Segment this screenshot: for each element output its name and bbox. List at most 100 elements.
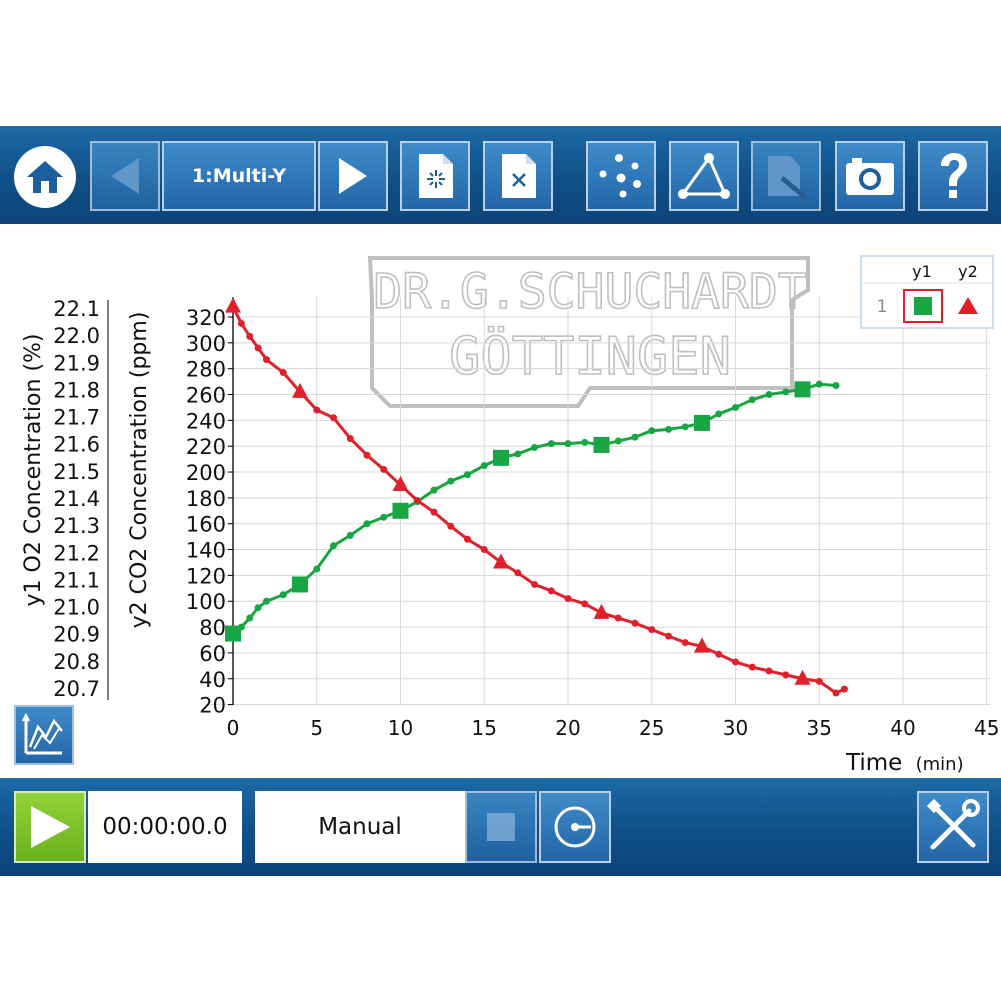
y1-tick-label: 22.1	[53, 297, 100, 321]
series-point-y1	[263, 597, 270, 605]
series-point-y1	[279, 591, 287, 599]
x-tick-label: 20	[555, 716, 580, 740]
series-marker-y2	[593, 603, 610, 619]
watermark-line2: GÖTTINGEN	[449, 326, 731, 387]
next-experiment-button[interactable]	[318, 141, 388, 211]
chart-options-button[interactable]	[14, 705, 74, 765]
elapsed-timer: 00:00:00.0	[88, 791, 242, 863]
series-marker-y1	[392, 502, 409, 519]
legend-header-y2: y2	[958, 262, 978, 281]
series-point-y2	[346, 434, 354, 442]
y1-tick-label: 21.2	[53, 541, 100, 565]
series-marker-y2	[493, 553, 509, 569]
series-point-y2	[531, 580, 538, 588]
x-tick-label: 40	[890, 716, 915, 740]
settings-button[interactable]	[917, 791, 989, 863]
x-axis-unit: (min)	[916, 754, 964, 775]
chart-options-icon	[22, 713, 63, 755]
y2-tick-label: 300	[186, 332, 226, 356]
timer-value: 00:00:00.0	[102, 814, 228, 840]
y2-tick-label: 80	[199, 616, 226, 640]
help-button[interactable]	[918, 141, 988, 211]
x-axis-title: Time	[845, 750, 902, 776]
legend-y2-marker[interactable]	[958, 297, 978, 314]
watermark-logo: DR.G.SCHUCHARDT GÖTTINGEN	[367, 256, 810, 408]
series-point-y1	[832, 381, 840, 389]
series-point-y2	[330, 414, 337, 422]
annotate-button[interactable]	[751, 141, 821, 211]
data-points-button[interactable]	[586, 141, 656, 211]
y2-axis: 3203002802602402202001801601401201008060…	[186, 306, 233, 718]
y1-tick-label: 21.1	[53, 568, 100, 592]
series-point-y2	[313, 406, 321, 414]
delete-file-icon	[502, 154, 536, 198]
new-data-button[interactable]	[400, 141, 470, 211]
series-point-y2	[380, 465, 388, 473]
y2-tick-label: 160	[186, 513, 226, 537]
y2-tick-label: 320	[186, 306, 226, 330]
series-point-y2	[631, 619, 639, 627]
y2-tick-label: 140	[186, 539, 226, 563]
graph-area[interactable]: DR.G.SCHUCHARDT GÖTTINGEN 22.1 22.0 21.9 21…	[0, 224, 1001, 778]
watermark-line1: DR.G.SCHUCHARDT	[373, 264, 806, 320]
series-point-y2	[514, 569, 522, 577]
x-tick-label: 25	[639, 716, 664, 740]
series-point-y2	[430, 508, 438, 516]
series-point-y2	[614, 614, 622, 622]
legend: y1 y2 1	[860, 255, 994, 329]
triangle-graph-icon	[678, 153, 730, 199]
y1-tick-label: 21.9	[53, 351, 100, 375]
experiment-label: 1:Multi-Y	[191, 165, 287, 187]
y2-tick-label: 120	[186, 564, 226, 588]
x-tick-label: 15	[472, 716, 497, 740]
stop-button[interactable]	[465, 791, 537, 863]
series-point-y1	[254, 604, 262, 612]
series-point-y2	[765, 667, 773, 675]
series-point-y2	[648, 626, 656, 634]
series-point-y1	[430, 486, 438, 494]
series-point-y2	[413, 496, 421, 504]
series-point-y1	[514, 450, 522, 458]
y1-tick-label: 21.7	[53, 406, 100, 430]
series-point-y1	[648, 427, 656, 435]
legend-row-index: 1	[877, 297, 888, 317]
play-icon	[31, 806, 70, 848]
chart-series	[225, 297, 848, 697]
data-points-icon	[599, 154, 641, 198]
y2-tick-label: 20	[199, 694, 226, 718]
series-point-y2	[681, 639, 689, 647]
series-point-y2	[715, 650, 723, 658]
series-point-y1	[715, 410, 723, 418]
y2-tick-label: 40	[199, 668, 226, 692]
series-point-y1	[815, 380, 823, 388]
y2-tick-label: 60	[199, 642, 226, 666]
delete-data-button[interactable]	[483, 141, 553, 211]
series-marker-y1	[292, 576, 308, 593]
prev-experiment-button[interactable]	[90, 141, 160, 211]
y1-tick-label: 21.4	[53, 487, 100, 511]
y1-tick-label: 20.8	[53, 650, 100, 674]
y1-tick-label: 20.7	[53, 677, 100, 701]
analysis-button[interactable]	[669, 141, 739, 211]
help-icon	[941, 153, 967, 198]
series-point-y2	[840, 685, 848, 693]
series-point-y2	[581, 600, 589, 608]
settings-tools-icon	[926, 799, 980, 850]
x-axis: 0 5 10 15 20 25 30 35 40 45	[227, 716, 1000, 740]
snapshot-button[interactable]	[835, 141, 905, 211]
series-point-y1	[631, 433, 639, 441]
series-point-y1	[614, 437, 622, 445]
collection-mode-selector[interactable]: Manual	[255, 791, 465, 863]
experiment-selector[interactable]: 1:Multi-Y	[162, 141, 316, 211]
series-point-y2	[447, 522, 455, 530]
series-marker-y2	[794, 669, 811, 685]
series-point-y1	[782, 388, 790, 396]
x-tick-label: 0	[227, 716, 240, 740]
home-icon	[27, 161, 63, 193]
sampling-settings-button[interactable]	[539, 791, 611, 863]
y2-tick-label: 180	[186, 487, 226, 511]
home-button[interactable]	[14, 146, 76, 208]
series-point-y1	[480, 462, 488, 470]
y2-tick-label: 200	[186, 461, 226, 485]
start-collection-button[interactable]	[14, 791, 86, 863]
